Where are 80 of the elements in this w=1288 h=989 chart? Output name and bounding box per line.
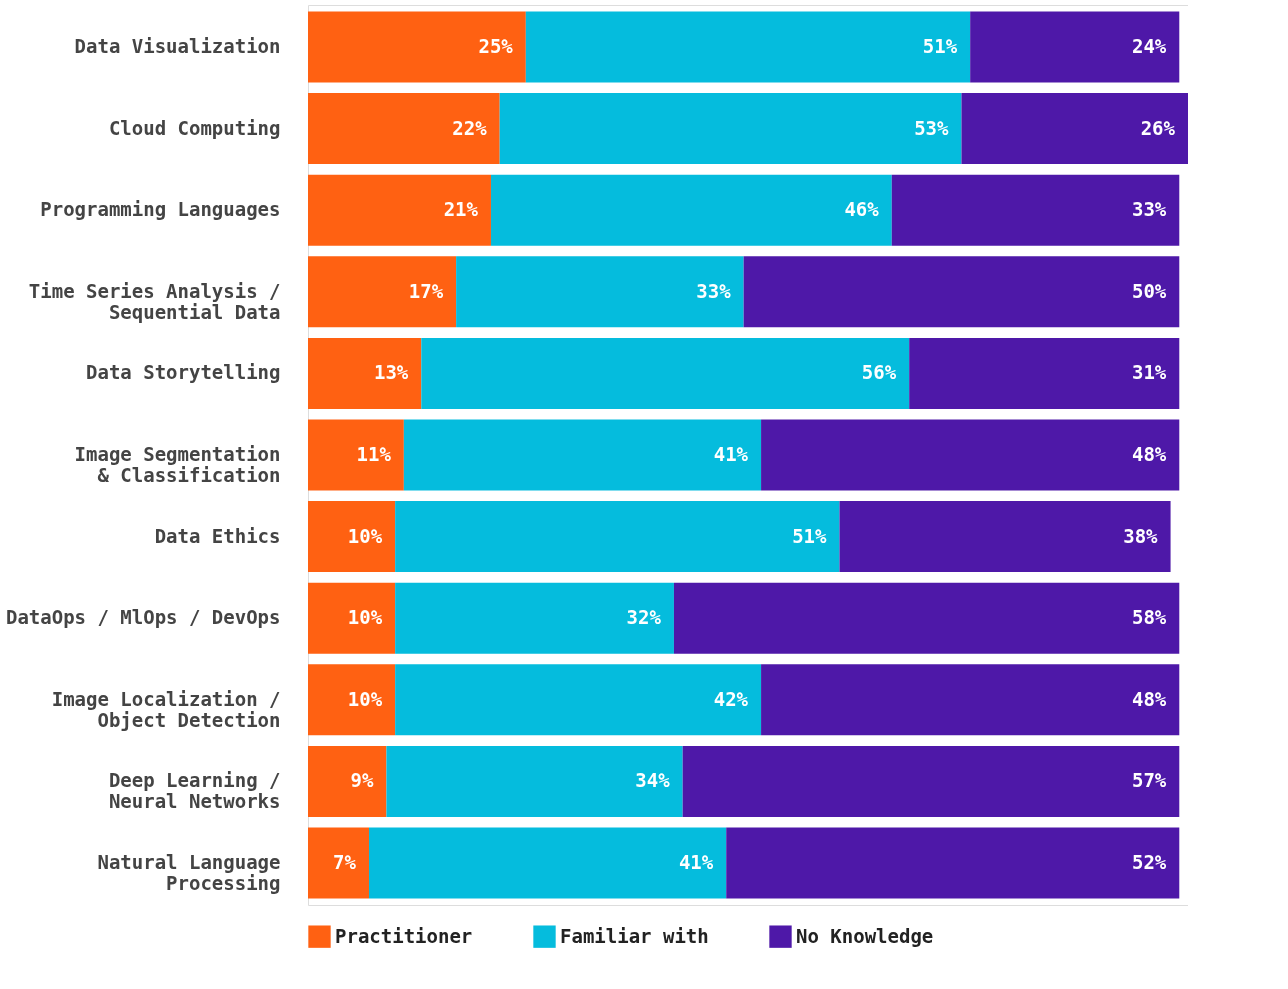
- data-label: 48%: [1131, 687, 1167, 710]
- bar: [682, 745, 1180, 817]
- data-label: 31%: [1131, 361, 1167, 384]
- data-label: 24%: [1131, 35, 1167, 58]
- y-tick-label: Image Localization / Object Detection: [51, 687, 281, 731]
- data-label: 41%: [713, 443, 749, 465]
- y-tick-label: Data Ethics: [154, 524, 281, 547]
- bar: [386, 745, 683, 817]
- data-label: 10%: [347, 524, 383, 547]
- data-label: 53%: [914, 116, 950, 139]
- data-label: 10%: [347, 606, 383, 629]
- data-label: 25%: [478, 35, 514, 58]
- data-label: 58%: [1131, 606, 1167, 629]
- bar: [395, 664, 762, 736]
- data-label: 41%: [678, 850, 714, 873]
- data-label: 7%: [333, 850, 357, 873]
- data-label: 13%: [373, 361, 409, 384]
- legend-label: Practitioner: [335, 924, 473, 947]
- data-label: 48%: [1131, 443, 1167, 465]
- data-label: 33%: [1131, 198, 1167, 221]
- y-tick-label: Image Segmentation & Classification: [74, 443, 281, 486]
- data-label: 22%: [452, 116, 488, 139]
- bar: [891, 174, 1180, 246]
- bar: [525, 11, 971, 83]
- bar: [490, 174, 892, 246]
- bar: [308, 664, 396, 736]
- bar: [308, 93, 500, 165]
- bar: [308, 256, 457, 328]
- bar: [308, 827, 369, 899]
- data-label: 21%: [443, 198, 479, 221]
- bar: [308, 582, 396, 654]
- y-tick-label: Deep Learning / Neural Networks: [108, 769, 281, 813]
- bar: [673, 582, 1180, 654]
- data-label: 38%: [1123, 524, 1159, 547]
- y-tick-label: DataOps / MlOps / DevOps: [5, 606, 281, 629]
- bar: [499, 93, 962, 165]
- y-tick-label: Cloud Computing: [108, 116, 281, 139]
- data-label: 10%: [347, 687, 383, 710]
- bar: [761, 664, 1180, 736]
- data-label: 51%: [792, 524, 828, 547]
- bar: [308, 745, 387, 817]
- data-label: 42%: [713, 687, 749, 710]
- bar: [421, 337, 910, 409]
- data-label: 11%: [356, 443, 392, 465]
- bar: [308, 11, 526, 83]
- data-label: 9%: [350, 769, 374, 792]
- bar: [456, 256, 744, 328]
- y-tick-label: Programming Languages: [40, 198, 281, 221]
- y-tick-label: Data Visualization: [74, 35, 281, 58]
- data-label: 26%: [1140, 116, 1176, 139]
- bar: [970, 11, 1180, 83]
- bar: [726, 827, 1180, 899]
- bar: [743, 256, 1180, 328]
- y-tick-label: Time Series Analysis / Sequential Data: [28, 279, 281, 323]
- data-label: 51%: [922, 35, 958, 58]
- data-label: 34%: [635, 769, 671, 792]
- data-label: 17%: [408, 279, 444, 302]
- bar: [308, 501, 396, 573]
- data-label: 50%: [1131, 279, 1167, 302]
- bar: [395, 501, 840, 573]
- bar: [368, 827, 727, 899]
- data-label: 57%: [1131, 769, 1167, 792]
- bar: [909, 337, 1180, 409]
- data-label: 46%: [844, 198, 880, 221]
- bar: [961, 93, 1188, 165]
- bar: [308, 419, 404, 491]
- legend-label: No Knowledge: [796, 924, 934, 947]
- bar: [839, 501, 1171, 573]
- y-tick-label: Natural Language Processing: [97, 850, 281, 894]
- bar: [308, 337, 422, 409]
- bar: [403, 419, 762, 491]
- data-label: 33%: [696, 279, 732, 302]
- bar: [395, 582, 674, 654]
- data-label: 32%: [626, 606, 662, 629]
- bar: [761, 419, 1180, 491]
- data-label: 52%: [1131, 850, 1167, 873]
- data-label: 56%: [861, 361, 897, 384]
- legend-label: Familiar with: [560, 924, 709, 947]
- bar: [308, 174, 491, 246]
- y-tick-label: Data Storytelling: [86, 361, 281, 384]
